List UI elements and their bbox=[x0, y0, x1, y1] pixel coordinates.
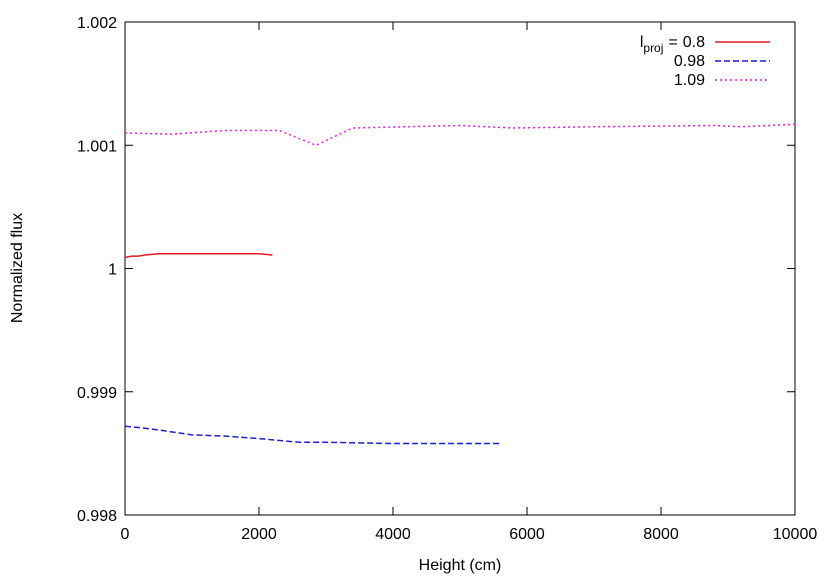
x-tick-label: 2000 bbox=[241, 526, 277, 543]
x-axis-label: Height (cm) bbox=[419, 557, 502, 574]
y-tick-label: 1.001 bbox=[77, 138, 117, 155]
x-tick-label: 0 bbox=[121, 526, 130, 543]
legend-label: lproj = 0.8 bbox=[640, 34, 705, 55]
legend-relation: = bbox=[668, 34, 677, 51]
data-line bbox=[124, 252, 273, 259]
legend-symbol: l bbox=[640, 34, 644, 51]
legend-value: 0.8 bbox=[683, 34, 705, 51]
data-line bbox=[124, 425, 501, 445]
legend-value: 0.98 bbox=[674, 53, 705, 70]
y-axis-label: Normalized flux bbox=[9, 213, 26, 323]
y-tick-label: 0.999 bbox=[77, 385, 117, 402]
x-tick-label: 10000 bbox=[773, 526, 818, 543]
y-tick-label: 1 bbox=[108, 262, 117, 279]
plot-frame bbox=[124, 21, 796, 516]
data-line bbox=[124, 123, 796, 147]
legend-label: 1.09 bbox=[674, 72, 705, 89]
legend-subscript: proj bbox=[643, 41, 663, 55]
x-tick-label: 8000 bbox=[643, 526, 679, 543]
y-tick-label: 1.002 bbox=[77, 15, 117, 32]
y-tick-label: 0.998 bbox=[77, 508, 117, 525]
legend-label: 0.98 bbox=[674, 53, 705, 70]
x-tick-label: 6000 bbox=[509, 526, 545, 543]
x-tick-label: 4000 bbox=[375, 526, 411, 543]
legend-value: 1.09 bbox=[674, 72, 705, 89]
